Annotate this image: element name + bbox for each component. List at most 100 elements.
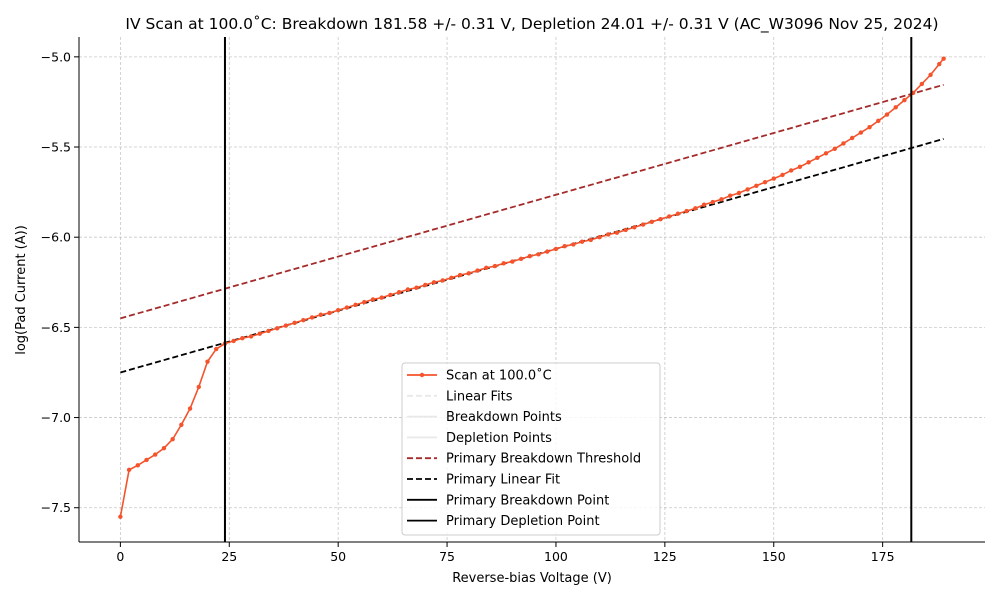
- scan-data-point: [492, 263, 498, 269]
- scan-data-point: [118, 514, 123, 519]
- scan-data-point: [684, 208, 689, 214]
- scan-data-point: [849, 135, 855, 141]
- scan-data-point: [667, 214, 672, 219]
- scan-data-point: [405, 287, 411, 292]
- legend-label: Primary Linear Fit: [446, 473, 560, 488]
- x-tick-label: 25: [221, 549, 237, 564]
- scan-data-point: [379, 295, 384, 300]
- scan-data-point: [545, 249, 550, 254]
- legend-label: Primary Breakdown Point: [446, 493, 609, 508]
- legend-label: Scan at 100.0˚C: [446, 368, 552, 384]
- x-tick-label: 125: [653, 549, 677, 564]
- x-tick-label: 75: [439, 549, 455, 564]
- scan-data-point: [719, 197, 724, 202]
- scan-data-point: [614, 230, 620, 235]
- scan-data-point: [588, 237, 594, 243]
- scan-data-point: [431, 280, 437, 285]
- scan-data-point: [937, 61, 942, 67]
- legend-marker: [419, 372, 425, 378]
- scan-data-point: [606, 232, 611, 237]
- legend-label: Breakdown Points: [446, 410, 562, 425]
- legend-label: Depletion Points: [446, 431, 552, 446]
- scan-data-point: [693, 206, 698, 211]
- legend-label: Linear Fits: [446, 389, 513, 404]
- y-axis-label: log(Pad Current (A)): [14, 225, 29, 355]
- scan-data-point: [396, 290, 402, 295]
- scan-data-point: [144, 457, 149, 463]
- scan-data-point: [196, 384, 201, 390]
- scan-data-point: [640, 222, 646, 227]
- scan-data-point: [736, 190, 742, 196]
- scan-data-point: [309, 315, 315, 320]
- scan-data-point: [187, 406, 193, 411]
- scan-data-point: [771, 176, 776, 181]
- axes: 0 25 50 75 100 125 150 175 −7.5 −7.0 −6.5 −6.0 −5.5 −…: [41, 37, 985, 564]
- y-tick-label: −5.0: [41, 49, 71, 64]
- scan-data-point: [780, 172, 785, 178]
- scan-data-point: [423, 282, 428, 288]
- y-tick-label: −7.0: [41, 410, 71, 425]
- scan-data-point: [457, 272, 463, 278]
- scan-data-point: [266, 328, 271, 334]
- scan-data-point: [553, 246, 559, 252]
- scan-data-point: [806, 160, 811, 165]
- scan-data-point: [126, 467, 132, 473]
- scan-data-point: [562, 244, 567, 249]
- scan-data-point: [675, 211, 681, 216]
- scan-data-point: [928, 72, 933, 78]
- scan-data-point: [327, 310, 332, 316]
- y-tick-label: −7.5: [41, 500, 71, 515]
- scan-data-point: [344, 305, 350, 310]
- scan-data-point: [170, 436, 175, 442]
- scan-data-point: [257, 331, 262, 336]
- scan-data-point: [484, 265, 489, 271]
- scan-data-point: [701, 202, 707, 207]
- scan-data-point: [518, 256, 524, 262]
- scan-data-point: [832, 146, 837, 152]
- scan-data-point: [362, 299, 367, 305]
- scan-data-point: [205, 359, 210, 364]
- scan-data-point: [179, 422, 184, 427]
- primary-breakdown-threshold-line: [120, 83, 944, 320]
- scan-data-point: [370, 297, 376, 302]
- scan-data-point: [867, 124, 872, 130]
- scan-data-point: [214, 346, 219, 352]
- x-tick-label: 100: [544, 549, 568, 564]
- x-axis-label: Reverse-bias Voltage (V): [452, 571, 612, 586]
- scan-data-point: [536, 252, 541, 257]
- scan-data-point: [754, 183, 759, 188]
- scan-data-point: [788, 168, 794, 173]
- scan-data-point: [292, 320, 297, 326]
- scan-data-point: [335, 308, 341, 313]
- scan-data-point: [414, 285, 419, 290]
- scan-data-point: [135, 463, 141, 468]
- scan-data-point: [440, 278, 445, 283]
- scan-data-point: [388, 292, 393, 298]
- scan-data-point: [527, 253, 533, 259]
- scan-data-point: [475, 268, 480, 273]
- scan-data-point: [876, 118, 881, 124]
- scan-data-point: [231, 338, 236, 344]
- scan-data-point: [579, 239, 585, 244]
- x-tick-label: 0: [116, 549, 124, 564]
- scan-data-point: [274, 326, 280, 331]
- scan-data-point: [571, 242, 576, 247]
- scan-data-point: [248, 334, 254, 339]
- scan-data-point: [762, 179, 768, 185]
- scan-data-point: [161, 446, 167, 451]
- scan-data-point: [893, 105, 898, 110]
- scan-data-point: [919, 81, 925, 87]
- scan-data-point: [283, 323, 289, 328]
- scan-data-point: [710, 199, 715, 205]
- scan-data-point: [632, 225, 637, 230]
- scan-data-point: [623, 227, 628, 233]
- scan-data-point: [727, 193, 733, 198]
- scan-data-point: [353, 302, 358, 308]
- scan-data-point: [823, 151, 829, 156]
- x-tick-label: 175: [871, 549, 895, 564]
- chart-title: IV Scan at 100.0˚C: Breakdown 181.58 +/-…: [125, 15, 938, 34]
- scan-data-point: [501, 261, 506, 266]
- scan-data-point: [466, 271, 472, 276]
- x-tick-label: 150: [762, 549, 786, 564]
- scan-data-point: [510, 259, 515, 264]
